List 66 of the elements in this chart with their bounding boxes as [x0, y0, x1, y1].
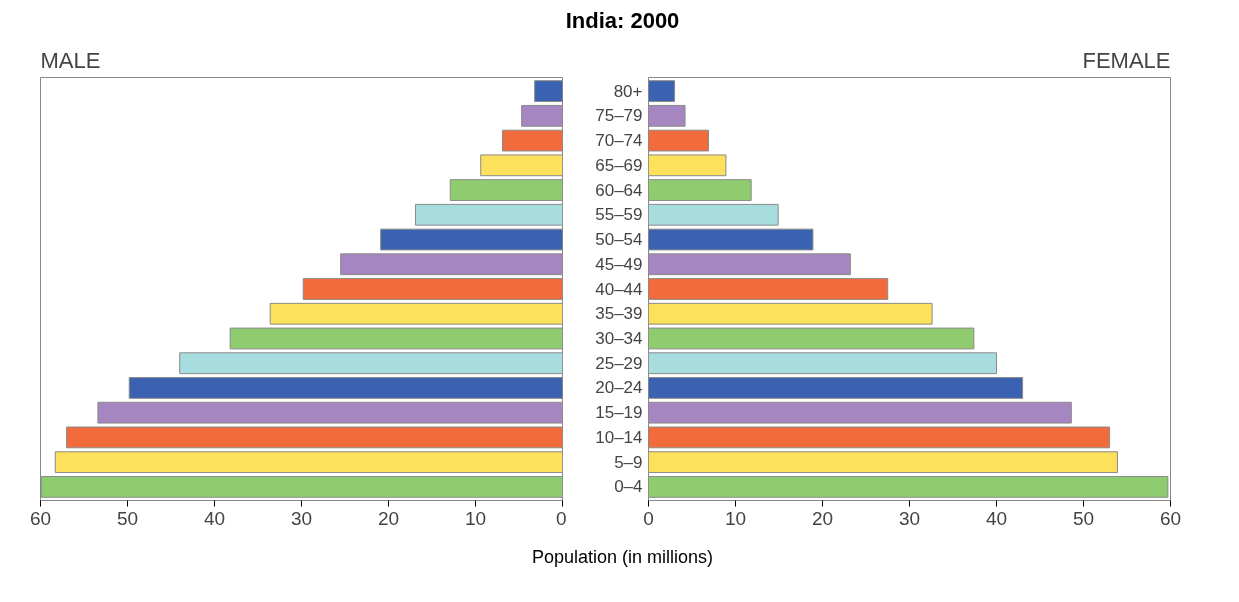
bar — [648, 129, 710, 152]
y-tick-label: 30–34 — [595, 328, 643, 348]
bar — [648, 426, 1111, 449]
x-tick-label: 50 — [1072, 507, 1095, 529]
x-axis-title: Population (in millions) — [530, 546, 715, 569]
bar — [648, 253, 851, 276]
bar — [128, 377, 563, 399]
bar — [648, 104, 686, 127]
bar — [229, 327, 563, 350]
y-tick-label: 50–54 — [595, 230, 643, 250]
bar — [648, 352, 997, 375]
y-tick-label: 40–44 — [595, 279, 643, 299]
chart-subtitle: MALE — [40, 47, 101, 73]
y-tick-label: 20–24 — [595, 378, 643, 398]
bar — [648, 228, 814, 251]
y-tick-label: 5–9 — [614, 452, 643, 472]
bar — [480, 154, 563, 177]
bar — [648, 80, 676, 102]
x-tick-label: 40 — [985, 507, 1008, 529]
y-tick-label: 70–74 — [595, 131, 643, 151]
y-tick-label: 55–59 — [595, 205, 643, 225]
bar — [534, 80, 563, 102]
y-tick-label: 10–14 — [595, 427, 643, 447]
bar — [179, 352, 563, 375]
x-tick-label: 50 — [116, 507, 139, 529]
x-tick-label: 60 — [1159, 507, 1182, 529]
bar — [648, 401, 1072, 424]
bar — [380, 228, 563, 251]
bar — [54, 451, 563, 474]
y-tick-label: 65–69 — [595, 155, 643, 175]
bar — [521, 104, 563, 127]
x-tick-label: 40 — [203, 507, 226, 529]
x-tick-label: 20 — [377, 507, 400, 529]
y-tick-label: 80+ — [613, 81, 643, 101]
x-tick-label: 60 — [29, 507, 52, 529]
bar — [648, 154, 727, 177]
x-tick-label: 0 — [555, 507, 567, 529]
y-tick-label: 0–4 — [614, 477, 643, 497]
y-tick-label: 25–29 — [595, 353, 643, 373]
x-tick-label: 20 — [811, 507, 834, 529]
bar — [648, 302, 933, 325]
bar — [501, 129, 563, 152]
x-tick-label: 10 — [724, 507, 747, 529]
bar — [97, 401, 563, 424]
x-tick-label: 10 — [464, 507, 487, 529]
x-tick-label: 0 — [643, 507, 654, 529]
y-tick-label: 35–39 — [595, 304, 643, 324]
x-tick-label: 30 — [290, 507, 313, 529]
bar — [414, 203, 563, 226]
bar — [449, 179, 563, 201]
bar — [66, 426, 563, 449]
text: India: 2000 — [564, 7, 681, 35]
y-tick-label: 45–49 — [595, 254, 643, 274]
bar — [648, 203, 779, 226]
bar — [340, 253, 563, 276]
bar — [648, 451, 1118, 474]
y-tick-label: 15–19 — [595, 403, 643, 423]
bar — [302, 278, 563, 300]
bar — [269, 302, 563, 325]
x-tick-label: 30 — [898, 507, 921, 529]
bar — [648, 179, 752, 201]
chart-title: FEMALE — [1082, 47, 1171, 73]
y-tick-label: 75–79 — [595, 106, 643, 126]
bar — [648, 377, 1024, 399]
bar — [648, 278, 889, 300]
y-tick-label: 60–64 — [595, 180, 643, 200]
